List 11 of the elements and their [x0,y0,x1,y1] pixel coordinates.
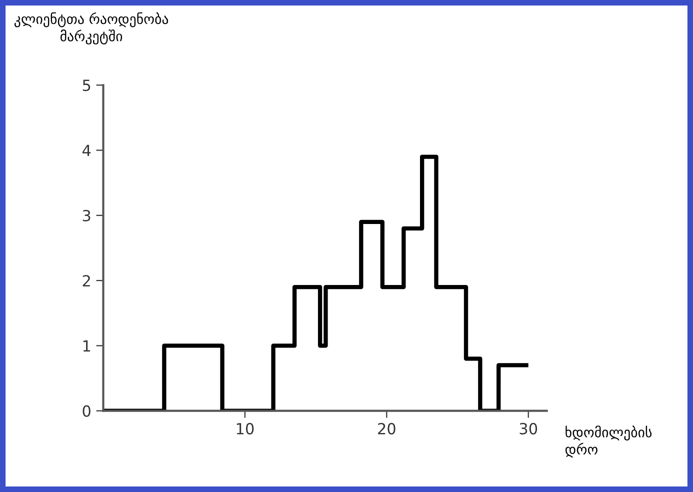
x-tick-label: 30 [520,422,538,434]
y-tick-label: 4 [82,144,91,156]
y-tick-label: 1 [83,340,90,352]
y-tick-label: 5 [82,80,90,92]
y-tick-label: 2 [82,275,90,286]
y-tick-label: 3 [82,210,90,222]
x-tick-label: 20 [378,422,396,434]
x-axis-title: ხდომილების დრო [565,426,652,458]
x-tick-label: 10 [236,422,254,434]
y-axis-title: კლიენტთა რაოდენობა მარკეტში [14,12,168,44]
y-tick-label: 0 [82,405,90,417]
